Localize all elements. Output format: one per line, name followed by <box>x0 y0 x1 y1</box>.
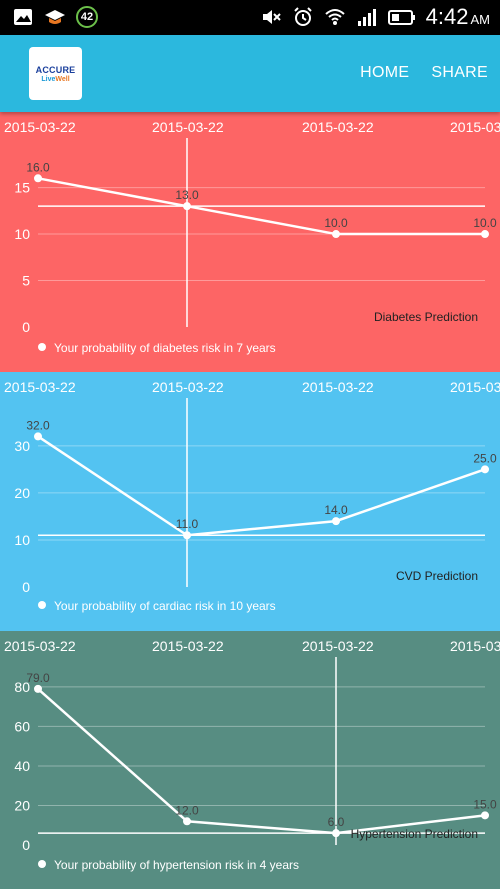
y-tick-label: 10 <box>14 532 30 548</box>
y-tick-label: 30 <box>14 438 30 454</box>
y-tick-label: 0 <box>22 837 30 853</box>
alarm-icon <box>293 7 312 26</box>
data-point <box>183 817 191 826</box>
cvd-chart[interactable]: 2015-03-22 2015-03-22 2015-03-22 2015-03 0 10… <box>0 372 500 631</box>
image-icon <box>14 9 32 25</box>
cvd-background <box>0 372 500 631</box>
y-tick-label: 0 <box>22 319 30 335</box>
x-tick-label: 2015-03 <box>450 638 500 654</box>
data-point <box>183 531 191 540</box>
y-tick-label: 0 <box>22 579 30 595</box>
data-point <box>481 465 489 474</box>
x-tick-label: 2015-03-22 <box>152 379 224 395</box>
data-label: 10.0 <box>324 216 348 230</box>
y-tick-label: 20 <box>14 485 30 501</box>
cvd-legend-label: Your probability of cardiac risk in 10 y… <box>54 599 276 613</box>
wifi-icon <box>325 9 345 25</box>
legend-marker <box>38 860 46 868</box>
y-tick-label: 15 <box>14 180 30 196</box>
badge-icon: 42 <box>76 6 98 28</box>
status-bar: 42 4:42 AM <box>0 0 500 35</box>
data-point <box>332 517 340 526</box>
data-point <box>34 174 42 183</box>
diabetes-chart[interactable]: 2015-03-22 2015-03-22 2015-03-22 2015-03 0 5 1… <box>0 112 500 372</box>
app-logo[interactable]: ACCURE LiveWell <box>29 47 82 100</box>
diabetes-chart-panel: 2015-03-22 2015-03-22 2015-03-22 2015-03 0 5 1… <box>0 112 500 372</box>
data-label: 32.0 <box>26 418 50 432</box>
data-label: 16.0 <box>26 160 50 174</box>
y-tick-label: 80 <box>14 679 30 695</box>
diabetes-legend-label: Your probability of diabetes risk in 7 y… <box>54 341 276 355</box>
x-tick-label: 2015-03-22 <box>4 638 76 654</box>
data-point <box>34 432 42 441</box>
data-point <box>183 202 191 211</box>
hypertension-description: Hypertension Prediction <box>351 827 478 841</box>
series-line <box>37 435 486 537</box>
nav-menu: HOME SHARE <box>360 64 488 82</box>
logo-subtext: LiveWell <box>41 75 70 83</box>
diabetes-description: Diabetes Prediction <box>374 310 478 324</box>
share-button[interactable]: SHARE <box>431 64 488 81</box>
y-tick-label: 60 <box>14 718 30 734</box>
app-bar: ACCURE LiveWell HOME SHARE <box>0 35 500 112</box>
data-label: 11.0 <box>176 517 199 531</box>
signal-icon <box>357 9 376 26</box>
x-tick-label: 2015-03-22 <box>152 638 224 654</box>
clock: 4:42 AM <box>425 4 490 29</box>
hypertension-background <box>0 631 500 889</box>
x-tick-label: 2015-03 <box>450 119 500 135</box>
series-line <box>37 177 485 236</box>
x-tick-label: 2015-03-22 <box>4 379 76 395</box>
x-tick-label: 2015-03-22 <box>302 638 374 654</box>
data-label: 10.0 <box>473 216 497 230</box>
x-tick-label: 2015-03 <box>450 379 500 395</box>
x-tick-label: 2015-03-22 <box>152 119 224 135</box>
data-point <box>481 230 489 239</box>
data-point <box>34 684 42 693</box>
mute-icon <box>262 10 281 24</box>
home-button[interactable]: HOME <box>360 64 410 81</box>
y-tick-label: 5 <box>22 273 30 289</box>
logo-text: ACCURE <box>35 64 76 75</box>
data-label: 25.0 <box>473 451 497 465</box>
y-tick-label: 10 <box>14 226 30 242</box>
data-point <box>332 829 340 838</box>
legend-marker <box>38 601 46 609</box>
battery-icon <box>387 10 415 25</box>
data-label: 12.0 <box>175 803 199 817</box>
cvd-description: CVD Prediction <box>396 569 478 583</box>
graduation-cap-icon <box>45 10 65 24</box>
data-label: 6.0 <box>328 815 345 829</box>
x-tick-label: 2015-03-22 <box>4 119 76 135</box>
x-tick-label: 2015-03-22 <box>302 379 374 395</box>
data-label: 15.0 <box>473 797 497 811</box>
series-line <box>37 687 486 835</box>
y-tick-label: 20 <box>14 797 30 813</box>
hypertension-chart[interactable]: 2015-03-22 2015-03-22 2015-03-22 2015-03 0 20… <box>0 631 500 889</box>
cvd-chart-panel: 2015-03-22 2015-03-22 2015-03-22 2015-03 0 10… <box>0 372 500 631</box>
x-tick-label: 2015-03-22 <box>302 119 374 135</box>
data-label: 13.0 <box>175 188 199 202</box>
legend-marker <box>38 343 46 351</box>
data-point <box>481 811 489 820</box>
data-label: 14.0 <box>324 503 348 517</box>
hypertension-chart-panel: 2015-03-22 2015-03-22 2015-03-22 2015-03 0 20… <box>0 631 500 889</box>
hypertension-legend-label: Your probability of hypertension risk in… <box>54 858 299 872</box>
y-tick-label: 40 <box>14 758 30 774</box>
data-label: 79.0 <box>26 671 50 685</box>
diabetes-background <box>0 112 500 372</box>
data-point <box>332 230 340 239</box>
